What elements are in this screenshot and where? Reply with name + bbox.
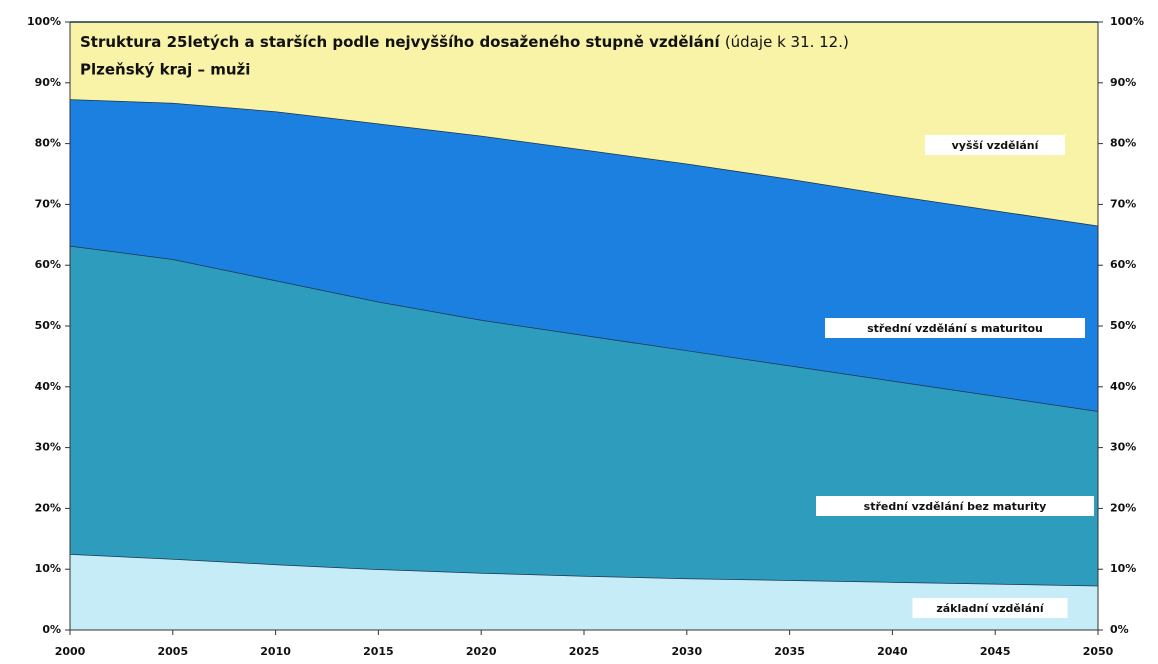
title-note: (údaje k 31. 12.) [725,33,849,51]
series-label-box [825,318,1085,338]
x-tick-label: 2045 [980,645,1011,658]
title: Struktura 25letých a starších podle nejv… [80,33,720,51]
y-tick-label: 90% [1110,76,1136,89]
y-tick-label: 30% [1110,441,1136,454]
series-label: základní vzdělání [936,602,1045,615]
x-tick-label: 2035 [774,645,805,658]
chart-title: Struktura 25letých a starších podle nejv… [80,33,849,51]
y-tick-label: 100% [27,15,61,28]
x-tick-label: 2005 [157,645,188,658]
y-tick-label: 20% [35,501,61,514]
series-label: střední vzdělání bez maturity [864,500,1047,513]
y-tick-label: 50% [1110,319,1136,332]
y-tick-label: 50% [35,319,61,332]
y-tick-label: 10% [1110,562,1136,575]
y-tick-label: 20% [1110,501,1136,514]
series-label-box [925,135,1065,155]
y-tick-label: 70% [1110,197,1136,210]
chart-subtitle: Plzeňský kraj – muži [80,61,250,79]
area [70,554,1098,630]
y-tick-label: 40% [35,380,61,393]
x-tick-label: 2025 [569,645,600,658]
y-tick-label: 10% [35,562,61,575]
x-tick-label: 2040 [877,645,908,658]
x-tick-label: 2050 [1083,645,1114,658]
x-tick-label: 2010 [260,645,291,658]
area [70,22,1098,226]
series-label-box [912,598,1068,618]
y-tick-label: 40% [1110,380,1136,393]
series-label-box [816,496,1094,516]
y-tick-label: 70% [35,197,61,210]
y-tick-label: 60% [1110,258,1136,271]
y-tick-label: 80% [35,137,61,150]
y-tick-label: 30% [35,441,61,454]
x-tick-label: 2015 [363,645,394,658]
y-tick-label: 80% [1110,137,1136,150]
y-tick-label: 90% [35,76,61,89]
y-tick-label: 0% [1110,623,1129,636]
y-tick-label: 60% [35,258,61,271]
series-label: vyšší vzdělání [952,139,1040,152]
x-tick-label: 2030 [671,645,702,658]
x-tick-label: 2000 [55,645,86,658]
y-tick-label: 100% [1110,15,1144,28]
x-tick-label: 2020 [466,645,497,658]
series-label: střední vzdělání s maturitou [867,322,1043,335]
y-tick-label: 0% [42,623,61,636]
